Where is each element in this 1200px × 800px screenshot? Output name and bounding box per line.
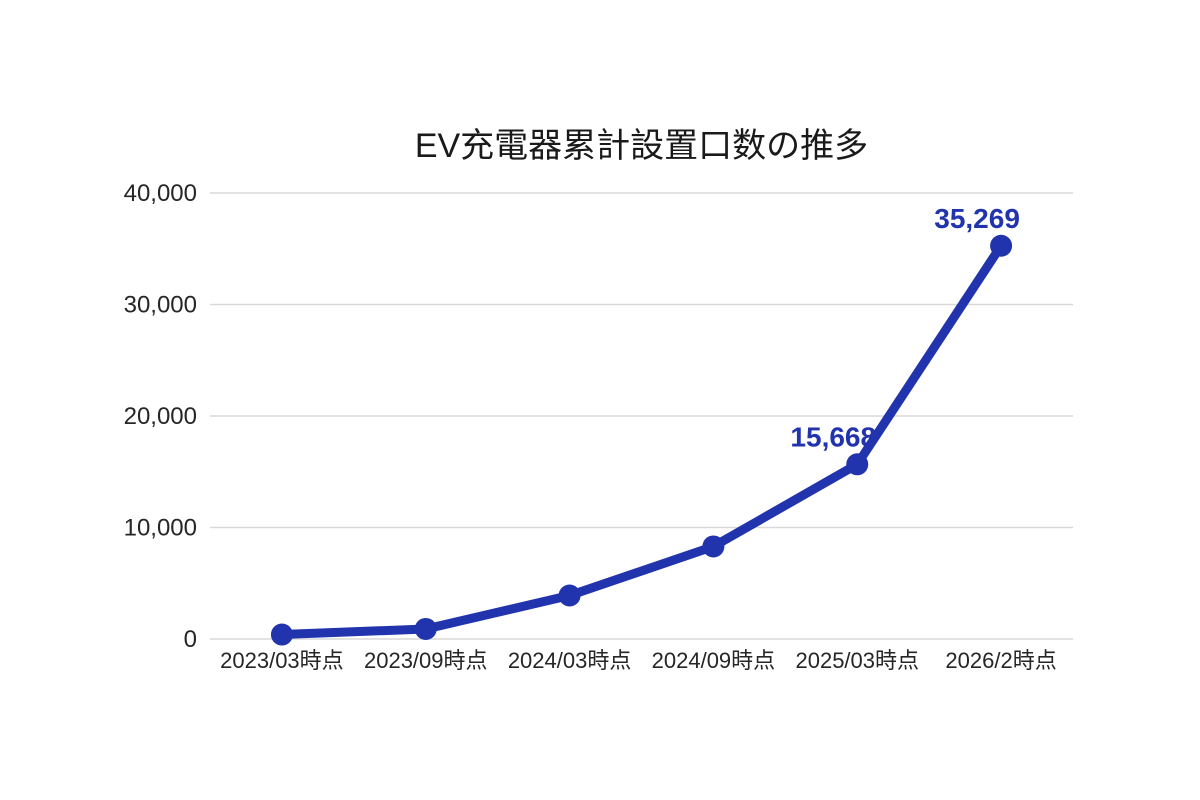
x-axis-tick-labels: 2023/03時点 2023/09時点 2024/03時点 2024/09時点 2025… [220, 648, 1057, 673]
data-point-labels: 15,668 35,269 [790, 203, 1019, 453]
data-point [990, 234, 1013, 257]
x-tick-label: 2024/03時点 [508, 648, 632, 673]
gridlines [210, 192, 1073, 640]
x-tick-label: 2023/09時点 [364, 648, 488, 673]
data-point-label: 15,668 [790, 421, 876, 452]
data-point [702, 535, 725, 558]
x-tick-label: 2023/03時点 [220, 648, 344, 673]
series-polyline [277, 241, 1006, 640]
data-point [270, 623, 293, 646]
data-point-label: 35,269 [934, 203, 1020, 234]
y-tick-label: 40,000 [124, 180, 197, 207]
data-point [414, 617, 437, 640]
y-tick-label: 10,000 [124, 515, 197, 542]
y-tick-label: 0 [184, 626, 197, 653]
chart-title: EV充電器累計設置口数の推多 [415, 127, 868, 165]
x-tick-label: 2026/2時点 [945, 648, 1056, 673]
y-tick-label: 20,000 [124, 403, 197, 430]
data-point [558, 584, 581, 607]
x-tick-label: 2025/03時点 [795, 648, 919, 673]
y-axis-tick-labels: 0 10,000 20,000 30,000 40,000 [124, 180, 197, 653]
y-tick-label: 30,000 [124, 292, 197, 319]
x-tick-label: 2024/09時点 [652, 648, 776, 673]
data-point [846, 453, 869, 476]
series-line-group [270, 234, 1013, 646]
